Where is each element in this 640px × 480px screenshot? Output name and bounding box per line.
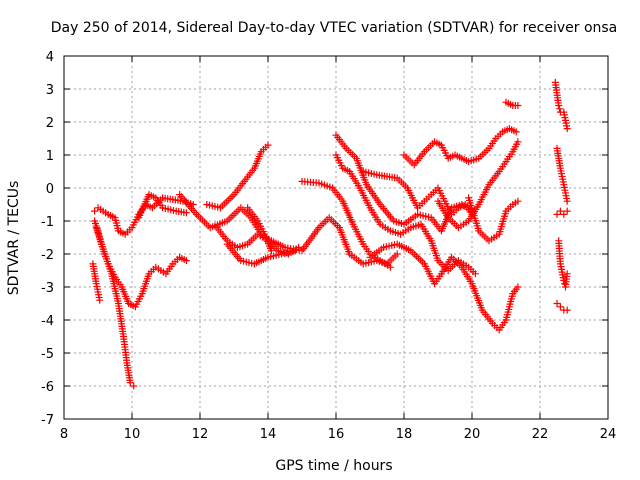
data-point [291, 247, 299, 255]
data-point [96, 296, 104, 304]
y-tick-label: 4 [46, 50, 54, 65]
y-tick-label: -4 [41, 314, 54, 329]
data-point [560, 210, 568, 218]
x-tick-label: 18 [396, 427, 413, 442]
x-tick-label: 16 [328, 427, 345, 442]
x-tick-label: 12 [192, 427, 209, 442]
data-point [563, 207, 571, 215]
data-point [556, 303, 564, 311]
y-tick-label: 1 [46, 149, 54, 164]
data-point [563, 125, 571, 133]
x-tick-label: 22 [532, 427, 549, 442]
data-point [126, 379, 134, 387]
data-point [264, 141, 272, 149]
chart-title: Day 250 of 2014, Sidereal Day-to-day VTE… [51, 20, 618, 36]
y-axis-label: SDTVAR / TECUs [6, 181, 22, 296]
y-tick-label: -3 [41, 281, 54, 296]
x-tick-label: 20 [464, 427, 481, 442]
data-point [512, 128, 520, 136]
x-tick-label: 8 [60, 427, 68, 442]
data-point [182, 209, 190, 217]
x-tick-label: 24 [600, 427, 617, 442]
data-point [553, 210, 561, 218]
y-tick-label: -5 [41, 347, 54, 362]
data-points [89, 78, 571, 390]
data-point [130, 382, 138, 390]
data-point [514, 197, 522, 205]
x-tick-label: 14 [260, 427, 277, 442]
x-axis-label: GPS time / hours [275, 458, 392, 474]
data-point [563, 306, 571, 314]
y-tick-label: -7 [41, 413, 54, 428]
data-point [514, 283, 522, 291]
data-point [295, 243, 303, 251]
grid [64, 56, 608, 419]
data-point [267, 247, 275, 255]
data-point [563, 270, 571, 278]
data-point [555, 102, 563, 109]
y-tick-label: -6 [41, 380, 54, 395]
data-point [556, 207, 564, 215]
data-point [514, 102, 522, 109]
y-tick-label: 3 [46, 83, 54, 98]
data-point [91, 207, 99, 215]
x-tick-label: 10 [124, 427, 141, 442]
data-point [553, 300, 561, 307]
data-point [386, 263, 394, 271]
y-tick-label: -1 [41, 215, 54, 230]
data-point [182, 257, 190, 265]
data-point [563, 197, 571, 205]
data-point [393, 250, 401, 258]
y-tick-label: -2 [41, 248, 54, 263]
data-point [556, 105, 564, 113]
data-point [471, 270, 479, 278]
y-tick-label: 0 [46, 182, 54, 197]
y-tick-label: 2 [46, 116, 54, 131]
data-point [514, 138, 522, 146]
